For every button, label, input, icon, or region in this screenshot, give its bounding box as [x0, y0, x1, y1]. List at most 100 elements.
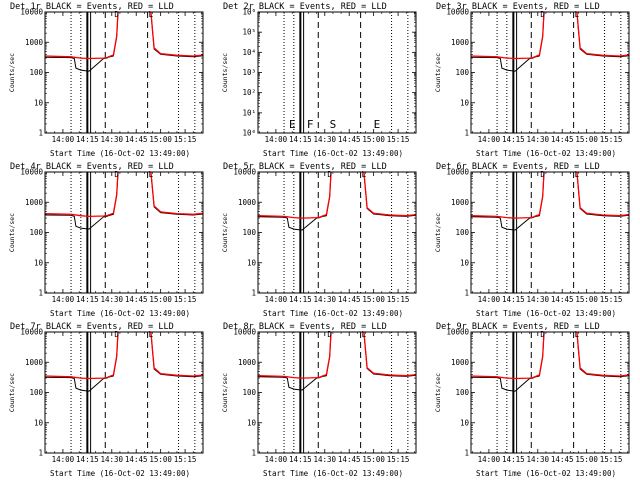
x-tick-label: 14:00: [265, 295, 288, 304]
y-tick-label: 100: [29, 388, 43, 397]
y-tick-label: 10000: [20, 8, 43, 17]
lightcurve-svg: Det 4r BLACK = Events, RED = LLD Counts/s…: [8, 162, 204, 318]
x-tick-label: 14:15: [289, 135, 312, 144]
y-tick-label: 100: [242, 388, 256, 397]
annotation-mark: L: [362, 330, 367, 339]
plot-area: [45, 12, 203, 133]
x-tick-label: 14:00: [52, 135, 75, 144]
y-tick-label: 1: [251, 289, 256, 298]
plot-area: [45, 172, 203, 293]
y-tick-label: 10: [247, 418, 257, 427]
x-tick-label: 14:45: [125, 455, 148, 464]
x-tick-label: 14:00: [265, 455, 288, 464]
phase-marker-label: F: [307, 118, 314, 131]
y-tick-label: 100: [242, 228, 256, 237]
y-tick-label: 10: [34, 258, 44, 267]
x-tick-label: 14:15: [76, 455, 99, 464]
y-tick-label: 10000: [233, 168, 256, 177]
annotation-mark: D: [114, 10, 119, 19]
x-tick-label: 15:00: [575, 455, 598, 464]
x-tick-label: 14:15: [289, 295, 312, 304]
x-tick-label: 14:45: [125, 135, 148, 144]
y-tick-label: 100: [455, 228, 469, 237]
y-tick-label: 10000: [446, 8, 469, 17]
series-lld: [471, 12, 629, 60]
series-lld: [471, 332, 629, 380]
detector-panel-7: Det 7r BLACK = Events, RED = LLD Counts/s…: [0, 320, 213, 480]
x-tick-label: 15:15: [174, 455, 197, 464]
lightcurve-svg: Det 8r BLACK = Events, RED = LLD Counts/s…: [221, 322, 417, 478]
series-lld: [45, 12, 203, 60]
x-axis-label: Start Time (16-Oct-02 13:49:00): [263, 149, 403, 158]
panel-title: Det 4r BLACK = Events, RED = LLD: [10, 162, 174, 172]
series-lld: [258, 332, 416, 379]
x-axis-label: Start Time (16-Oct-02 13:49:00): [476, 309, 616, 318]
y-axis-label: Counts/sec: [221, 373, 229, 412]
series-events: [471, 12, 629, 72]
x-tick-label: 14:45: [338, 455, 361, 464]
y-tick-label: 10: [247, 258, 257, 267]
panel-title: Det 9r BLACK = Events, RED = LLD: [436, 322, 600, 332]
annotation-mark: D: [114, 170, 119, 179]
y-tick-label: 1000: [451, 38, 470, 47]
y-tick-label: 10: [460, 258, 470, 267]
x-tick-label: 15:15: [600, 135, 623, 144]
x-tick-label: 15:15: [387, 295, 410, 304]
series-events: [45, 172, 203, 230]
x-tick-label: 15:00: [575, 295, 598, 304]
panel-title: Det 5r BLACK = Events, RED = LLD: [223, 162, 387, 172]
phase-marker-label: E: [374, 118, 381, 131]
x-tick-label: 14:45: [551, 135, 574, 144]
x-tick-label: 14:30: [100, 135, 123, 144]
y-axis-label: Counts/sec: [8, 373, 16, 412]
x-tick-label: 15:15: [174, 295, 197, 304]
y-tick-label: 10⁴: [242, 48, 256, 57]
panel-title: Det 8r BLACK = Events, RED = LLD: [223, 322, 387, 332]
detector-panel-4: Det 4r BLACK = Events, RED = LLD Counts/s…: [0, 160, 213, 320]
plot-frame: [470, 331, 630, 454]
y-tick-label: 10⁰: [242, 129, 256, 138]
panel-title: Det 2r BLACK = Events, RED = LLD: [223, 2, 387, 12]
x-tick-label: 14:45: [551, 295, 574, 304]
x-tick-label: 14:45: [338, 295, 361, 304]
plot-area: [258, 332, 416, 453]
series-events: [471, 332, 629, 392]
x-tick-label: 14:30: [526, 455, 549, 464]
plot-area: [258, 172, 416, 293]
y-tick-label: 10¹: [242, 108, 256, 117]
series-events: [258, 172, 416, 231]
detector-panel-8: Det 8r BLACK = Events, RED = LLD Counts/s…: [213, 320, 426, 480]
y-axis-label: Counts/sec: [434, 373, 442, 412]
y-tick-label: 100: [29, 68, 43, 77]
y-tick-label: 10000: [446, 328, 469, 337]
x-tick-label: 14:45: [125, 295, 148, 304]
detector-panel-3: Det 3r BLACK = Events, RED = LLD Counts/s…: [426, 0, 639, 160]
annotation-mark: L: [149, 10, 154, 19]
x-axis-label: Start Time (16-Oct-02 13:49:00): [263, 469, 403, 478]
panel-title: Det 7r BLACK = Events, RED = LLD: [10, 322, 174, 332]
y-tick-label: 1000: [238, 198, 257, 207]
phase-marker-label: S: [330, 118, 337, 131]
lightcurve-svg: Det 6r BLACK = Events, RED = LLD Counts/s…: [434, 162, 630, 318]
y-tick-label: 10: [460, 98, 470, 107]
x-tick-label: 15:00: [362, 295, 385, 304]
x-tick-label: 15:15: [174, 135, 197, 144]
series-lld: [45, 332, 203, 380]
x-tick-label: 15:00: [362, 455, 385, 464]
x-tick-label: 15:00: [575, 135, 598, 144]
x-tick-label: 14:30: [100, 295, 123, 304]
y-tick-label: 10000: [20, 168, 43, 177]
y-axis-label: Counts/sec: [221, 53, 229, 92]
y-tick-label: 1: [38, 449, 43, 458]
panel-title: Det 1r BLACK = Events, RED = LLD: [10, 2, 174, 12]
y-tick-label: 1: [464, 289, 469, 298]
x-tick-label: 14:30: [526, 295, 549, 304]
annotation-mark: D: [540, 330, 545, 339]
y-tick-label: 10²: [242, 88, 256, 97]
y-tick-label: 100: [29, 228, 43, 237]
plot-frame: [257, 11, 417, 134]
y-tick-label: 10000: [233, 328, 256, 337]
detector-panel-1: Det 1r BLACK = Events, RED = LLD Counts/s…: [0, 0, 213, 160]
x-tick-label: 14:45: [338, 135, 361, 144]
